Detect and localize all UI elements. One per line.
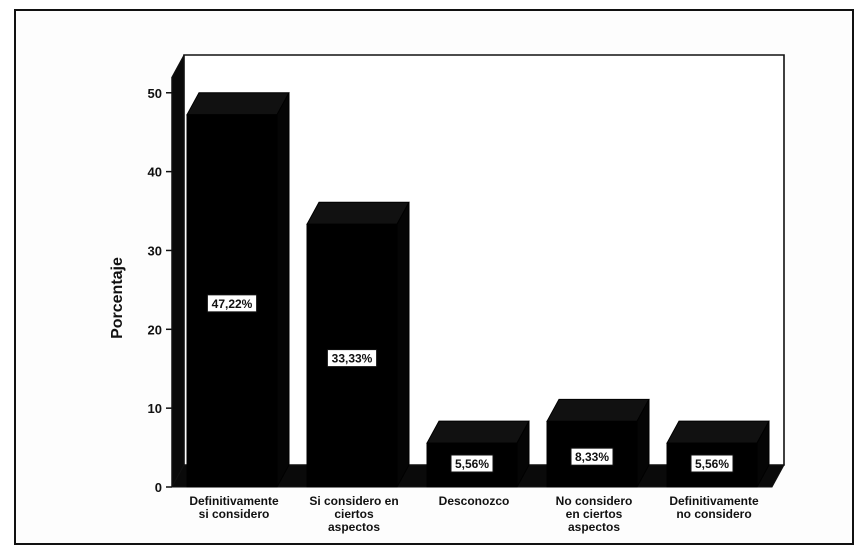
y-tick-label-10: 10 bbox=[148, 401, 162, 416]
data-label-box-4 bbox=[570, 447, 614, 466]
bar-4: 8,33% bbox=[546, 398, 650, 488]
data-label-box-3 bbox=[450, 454, 494, 473]
bars: 47,22% 33,33% 5,56% 8,33% 5,56% bbox=[186, 92, 770, 488]
category-label-5: Definitivamente no considero bbox=[669, 494, 759, 521]
bar-2: 33,33% bbox=[306, 201, 410, 488]
bar-5: 5,56% bbox=[666, 420, 770, 488]
category-label-4: No considero en ciertos aspectos bbox=[556, 494, 633, 534]
y-tick-label-50: 50 bbox=[148, 86, 162, 101]
data-label-1: 47,22% bbox=[212, 297, 253, 311]
y-tick-label-30: 30 bbox=[148, 243, 162, 258]
data-label-4: 8,33% bbox=[575, 450, 609, 464]
bar-top-1 bbox=[186, 92, 290, 116]
bar-side-1 bbox=[276, 92, 290, 488]
y-tick-label-20: 20 bbox=[148, 322, 162, 337]
bar-top-5 bbox=[666, 420, 770, 444]
bar-top-3 bbox=[426, 420, 530, 444]
y-axis-label: Porcentaje bbox=[109, 257, 126, 339]
bar-3: 5,56% bbox=[426, 420, 530, 488]
y-axis: 0 10 20 30 40 50 bbox=[148, 77, 173, 495]
bar-top-4 bbox=[546, 398, 650, 422]
bar-side-2 bbox=[396, 201, 410, 488]
data-label-box-1 bbox=[206, 294, 258, 313]
y-tick-label-40: 40 bbox=[148, 165, 162, 180]
category-label-2: Si considero en ciertos aspectos bbox=[309, 494, 398, 534]
left-wall bbox=[171, 54, 185, 488]
data-label-box-2 bbox=[326, 349, 378, 368]
data-label-5: 5,56% bbox=[695, 457, 729, 471]
category-label-3: Desconozco bbox=[439, 494, 510, 508]
bar-top-2 bbox=[306, 201, 410, 225]
data-label-3: 5,56% bbox=[455, 457, 489, 471]
data-label-2: 33,33% bbox=[332, 352, 373, 366]
category-label-1: Definitivamente si considero bbox=[189, 494, 279, 521]
y-tick-label-0: 0 bbox=[155, 480, 162, 495]
data-label-box-5 bbox=[690, 454, 734, 473]
bar-1: 47,22% bbox=[186, 92, 290, 488]
x-axis-categories: Definitivamente si considero Si considero … bbox=[189, 494, 759, 534]
